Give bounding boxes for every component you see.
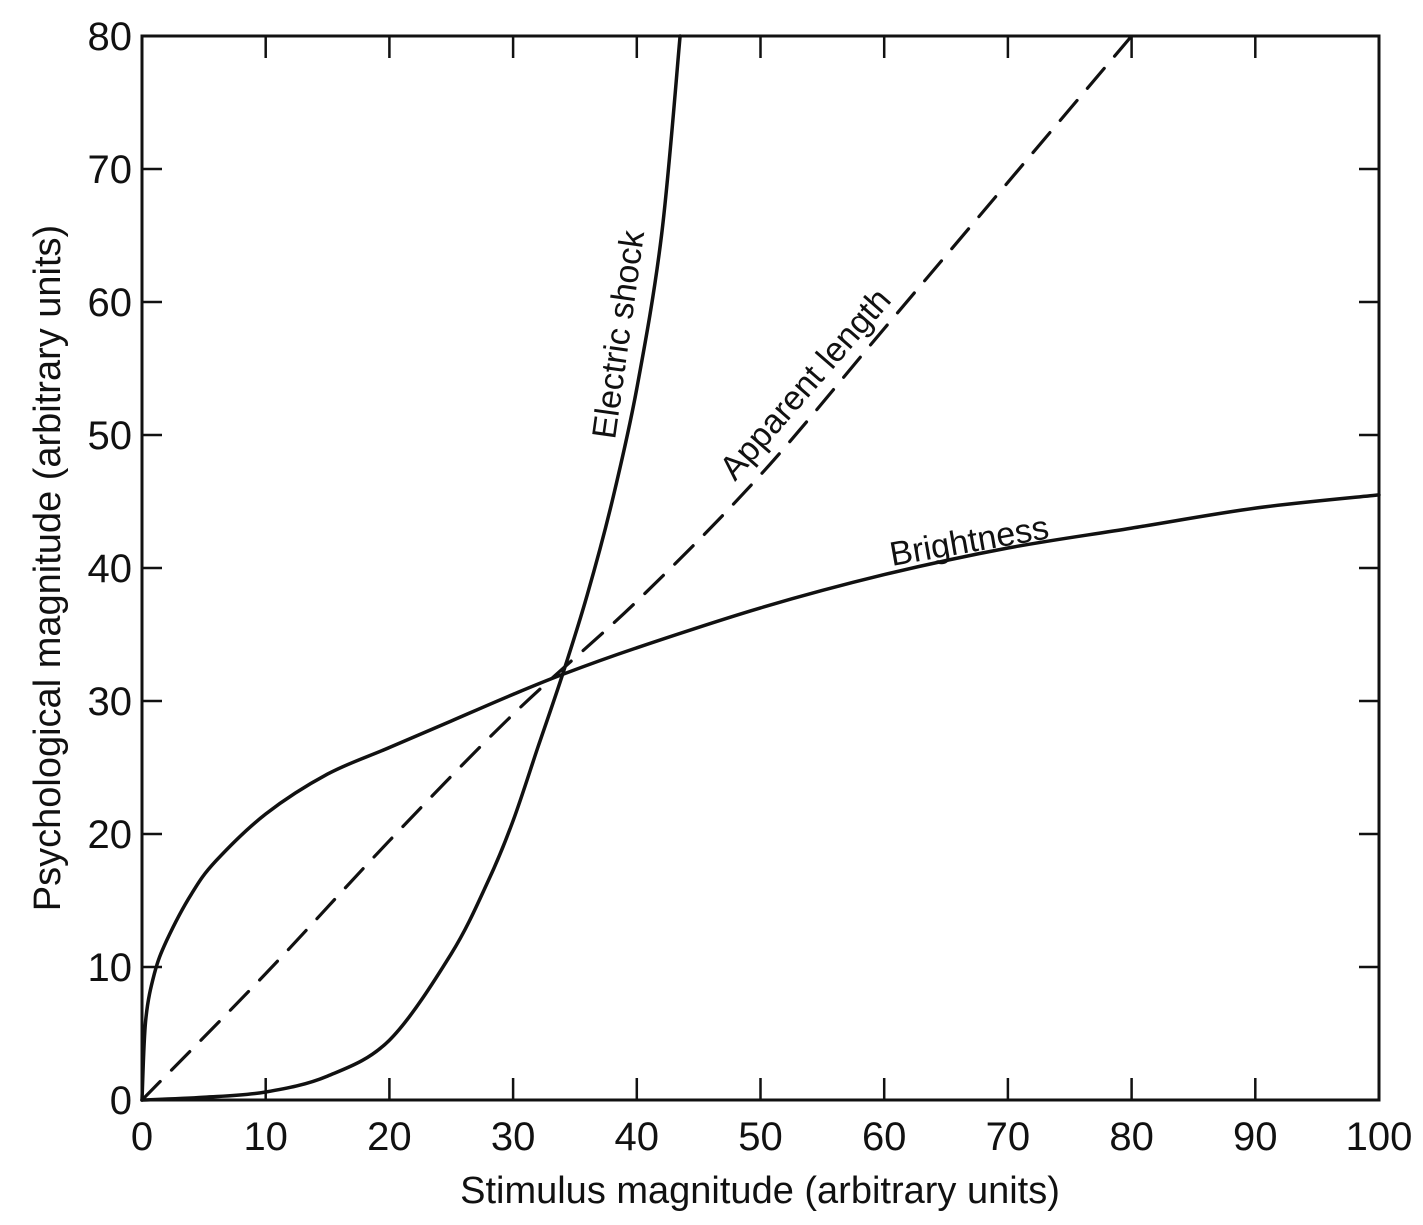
series-label-apparent-length: Apparent length [712, 281, 898, 487]
y-tick-label: 10 [88, 946, 133, 990]
x-tick-label: 20 [367, 1115, 412, 1159]
x-tick-label: 80 [1109, 1115, 1154, 1159]
y-tick-label: 80 [88, 15, 133, 59]
ticks [142, 36, 1379, 1100]
x-tick-label: 0 [131, 1115, 153, 1159]
y-tick-label: 20 [88, 813, 133, 857]
series-label-electric-shock: Electric shock [585, 227, 652, 441]
series-line-apparent-length [140, 34, 1134, 1102]
tick-labels: 0 10 20 30 40 50 60 70 80 90 100 0 10 20 30 40 50 60 70 80 [88, 15, 1413, 1159]
x-tick-label: 90 [1233, 1115, 1278, 1159]
y-tick-label: 40 [88, 547, 133, 591]
y-axis-title: Psychological magnitude (arbitrary units… [27, 225, 69, 911]
y-tick-label: 30 [88, 680, 133, 724]
x-tick-label: 40 [615, 1115, 660, 1159]
y-tick-label: 70 [88, 148, 133, 192]
y-tick-label: 50 [88, 414, 133, 458]
y-tick-label: 60 [88, 281, 133, 325]
x-axis-title: Stimulus magnitude (arbitrary units) [460, 1170, 1060, 1212]
series-line-brightness [140, 493, 1381, 1102]
x-tick-label: 10 [243, 1115, 288, 1159]
plot-frame [140, 34, 1381, 1102]
series-line-electric-shock [140, 34, 682, 1102]
x-tick-label: 70 [986, 1115, 1031, 1159]
series-lines [140, 34, 1381, 1102]
x-tick-label: 100 [1346, 1115, 1413, 1159]
series-label-brightness: Brightness [887, 509, 1052, 574]
x-tick-label: 50 [738, 1115, 783, 1159]
x-tick-label: 60 [862, 1115, 907, 1159]
y-tick-label: 0 [110, 1079, 132, 1123]
x-tick-label: 30 [491, 1115, 536, 1159]
